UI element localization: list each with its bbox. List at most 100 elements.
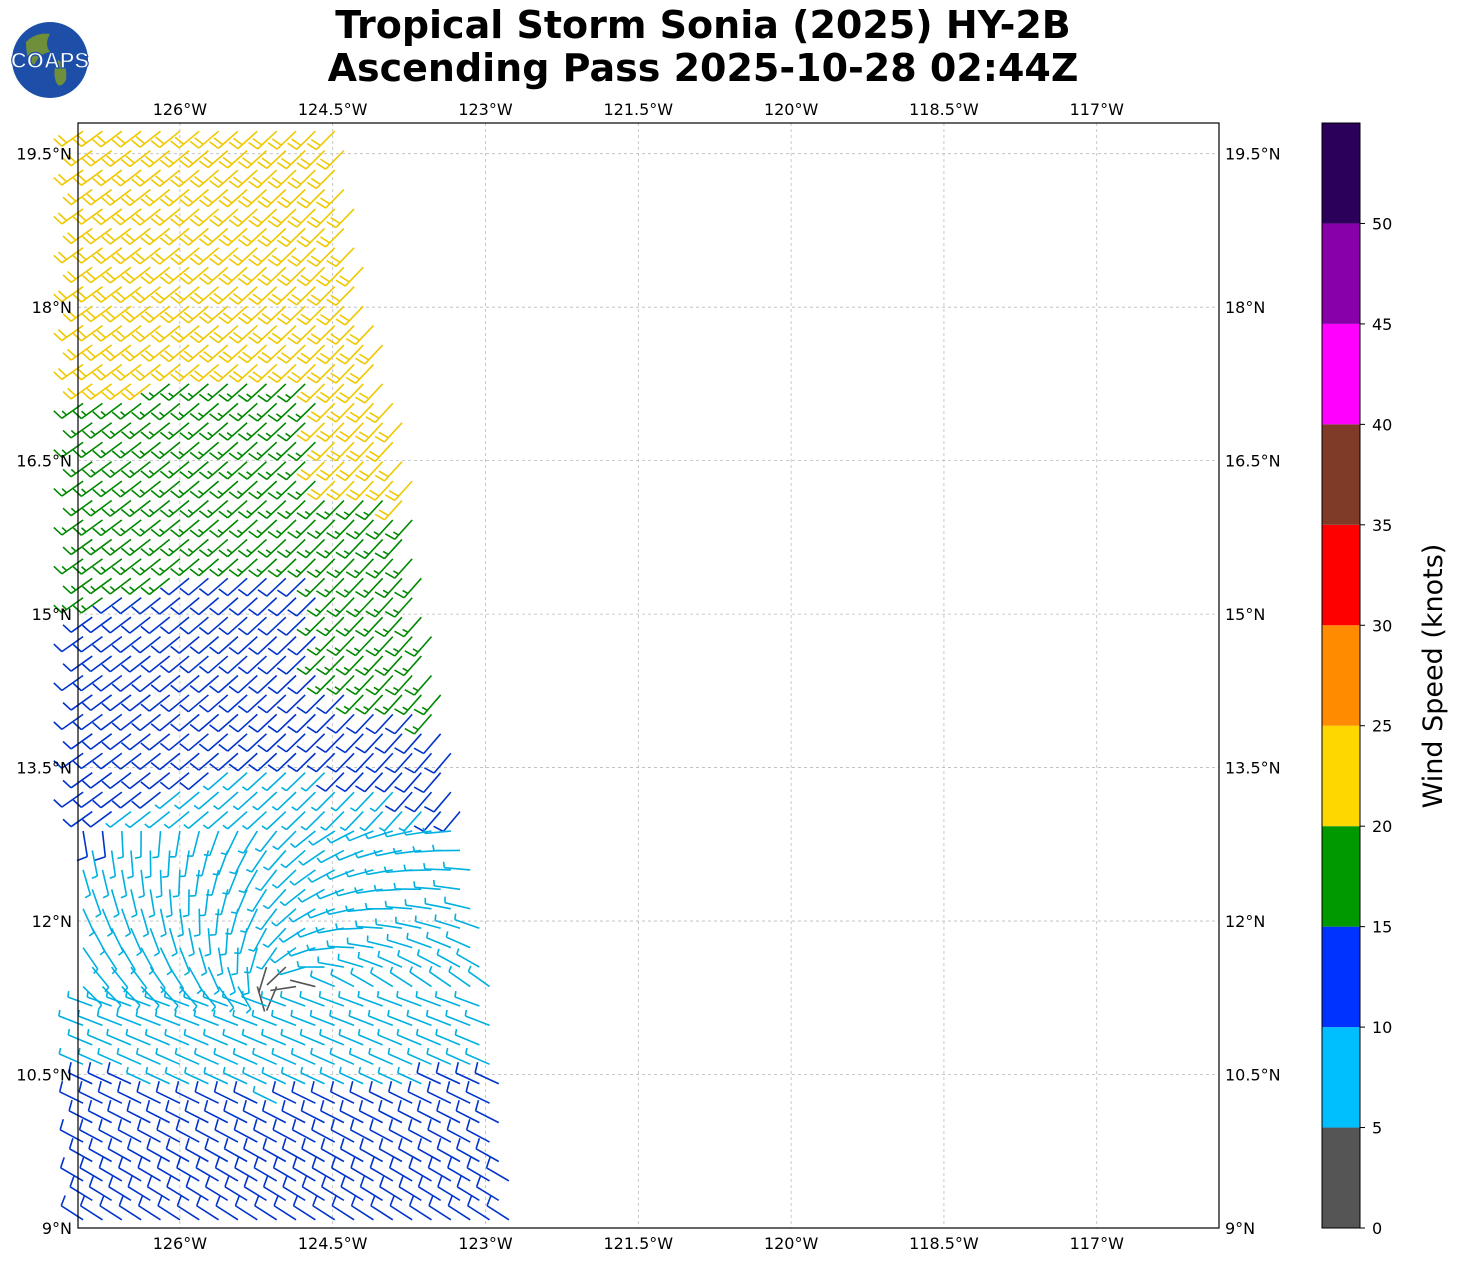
barb-staff [305,305,326,325]
barb-staff [325,694,345,715]
barb-flag [256,529,263,535]
wind-barb [101,422,132,440]
barb-staff [91,889,102,915]
barb-flag [260,990,264,998]
barb-staff [276,752,297,772]
barb-flag [454,913,457,920]
barb-flag [338,990,341,998]
barb-flag [339,314,350,322]
barb-flag [315,279,327,287]
barb-flag [120,894,127,899]
barb-flag [101,469,111,478]
barb-flag [96,329,107,339]
wind-barb [329,1009,355,1027]
wind-barb [92,519,123,537]
barb-flag [406,1047,410,1055]
barb-flag [209,685,219,694]
barb-flag [58,1047,62,1055]
barb-staff [80,558,103,575]
barb-staff [370,1205,394,1221]
barb-staff [157,1205,181,1221]
barb-flag [276,317,287,325]
barb-flag [125,349,135,359]
barb-flag [345,835,350,842]
wind-barb [116,1047,142,1066]
barb-staff [236,889,248,914]
barb-staff [61,130,84,147]
barb-flag [109,508,116,514]
barb-flag [139,450,146,456]
wind-barb [308,830,336,846]
barb-staff [285,461,306,481]
barb-flag [67,232,77,241]
lat-tick-label-left: 9°N [42,1219,72,1238]
barb-staff [188,966,203,991]
barb-staff [344,538,364,559]
barb-staff [312,1205,336,1221]
barb-staff [207,499,229,519]
barb-staff [296,441,316,461]
barb-staff [267,849,287,871]
barb-staff [271,1053,297,1066]
barb-flag [413,825,425,832]
wind-barb [169,830,181,858]
barb-flag [165,914,173,918]
barb-staff [80,597,103,614]
barb-flag [62,196,72,206]
barb-flag [228,646,239,655]
barb-staff [236,947,239,974]
barb-flag [125,310,135,320]
barb-staff [261,947,278,970]
wind-barb [267,247,297,267]
wind-barb [254,1195,278,1221]
barb-staff [217,480,239,499]
barb-staff [296,286,316,306]
barb-staff [184,1072,209,1085]
barb-flag [120,469,131,479]
wind-barb [218,694,248,713]
colorbar-bin [1322,1127,1360,1228]
barb-staff [310,908,336,919]
wind-barb [252,791,278,811]
barb-flag [355,435,366,443]
barb-staff [261,1034,287,1046]
wind-barb [377,1028,403,1046]
barb-flag [116,174,126,184]
barb-staff [121,985,141,1006]
barb-flag [334,530,341,536]
barb-flag [148,586,155,592]
barb-flag [300,352,311,360]
barb-flag [374,552,385,560]
barb-flag [159,626,170,635]
wind-barb [365,519,394,540]
wind-barb [359,811,384,832]
barb-staff [383,655,403,676]
barb-flag [120,488,126,495]
barb-flag [238,889,245,894]
wind-barbs [53,130,510,1221]
wind-barb [159,947,173,976]
barb-flag [140,392,150,401]
barb-flag [62,663,72,672]
barb-staff [70,499,93,517]
barb-staff [90,810,113,828]
barb-staff [320,849,345,864]
barb-flag [272,845,279,851]
barb-flag [131,139,141,148]
barb-staff [156,1091,181,1104]
barb-staff [148,772,171,790]
barb-flag [412,726,419,731]
barb-staff [374,752,394,773]
barb-flag [174,292,185,301]
wind-barb [159,655,190,674]
barb-staff [246,227,268,247]
barb-flag [276,433,287,442]
barb-flag [120,703,131,712]
barb-staff [126,1072,151,1085]
wind-barb [120,266,151,284]
barb-staff [455,1072,480,1085]
wind-barb [117,1157,142,1182]
barb-staff [233,1091,258,1104]
barb-flag [431,844,435,851]
barb-flag [150,334,161,343]
